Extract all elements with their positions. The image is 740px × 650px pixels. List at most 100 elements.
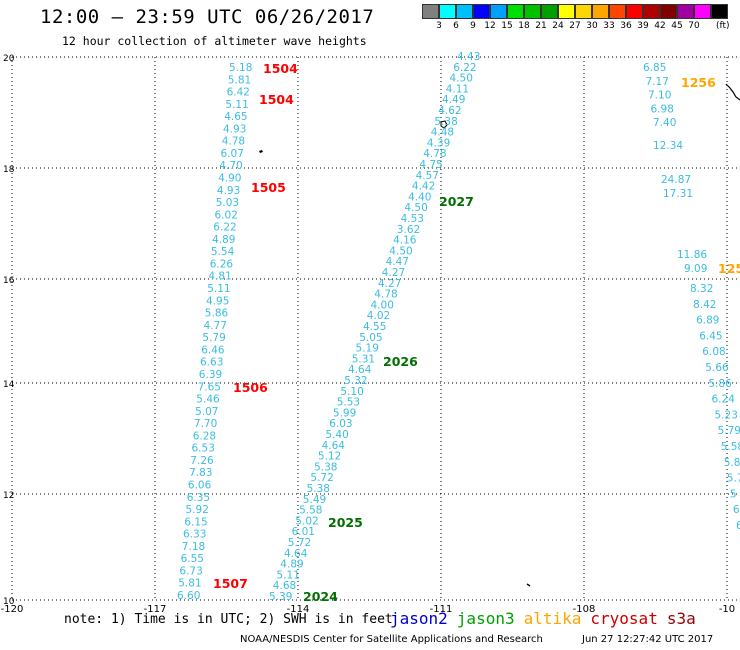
pass-number-label: 1256 bbox=[681, 75, 716, 90]
color-scale-swatch bbox=[439, 4, 456, 19]
coastline bbox=[259, 83, 740, 587]
swh-value: 6.22 bbox=[453, 62, 476, 74]
legend-item-jason3: jason3 bbox=[456, 609, 515, 628]
color-scale-swatch bbox=[609, 4, 626, 19]
latitude-label: 12 bbox=[3, 491, 14, 501]
swh-value: 5.58 bbox=[721, 441, 740, 453]
swh-value: 7.17 bbox=[646, 76, 669, 88]
swh-value: 6.89 bbox=[696, 315, 719, 327]
swh-value: 4.89 bbox=[280, 559, 303, 571]
color-scale-label: 21 bbox=[535, 21, 547, 31]
swh-value: 6.55 bbox=[181, 553, 204, 565]
color-scale-label: 15 bbox=[501, 21, 513, 31]
swh-value: 6.03 bbox=[329, 418, 352, 430]
color-scale-label: 33 bbox=[603, 21, 615, 31]
swh-value: 5.86 bbox=[205, 308, 229, 320]
swh-value: 4.39 bbox=[427, 137, 450, 149]
swh-value: 5.07 bbox=[195, 406, 218, 418]
swh-value: 7.10 bbox=[648, 90, 671, 102]
pass-number-label: 1504 bbox=[259, 92, 294, 107]
swh-value: 5.05 bbox=[359, 332, 382, 344]
island-shape bbox=[526, 583, 531, 587]
swh-value: 5.86 bbox=[708, 378, 732, 390]
swh-value: 6.01 bbox=[292, 526, 315, 538]
swh-value: 8.42 bbox=[693, 299, 716, 311]
swh-value-highlight: 17.31 bbox=[663, 188, 693, 200]
swh-value: 4.93 bbox=[223, 123, 246, 135]
color-scale-swatch bbox=[694, 4, 711, 19]
swh-value: 5.38 bbox=[314, 461, 337, 473]
swh-value: 5.10 bbox=[340, 386, 363, 398]
color-scale-swatch bbox=[626, 4, 643, 19]
swh-value: 3.62 bbox=[397, 224, 420, 236]
swh-value: 4.50 bbox=[389, 245, 412, 257]
swh-value: 4.40 bbox=[408, 191, 431, 203]
swh-value: 4.42 bbox=[412, 181, 435, 193]
swh-value: 5.81 bbox=[228, 74, 251, 86]
swh-value: 5.66 bbox=[705, 362, 729, 374]
swh-value: 5.72 bbox=[288, 537, 311, 549]
color-scale-label: 24 bbox=[552, 21, 564, 31]
swh-value: 4.50 bbox=[404, 202, 427, 214]
pass-number-label: 2024 bbox=[303, 589, 338, 604]
swh-value: 4.90 bbox=[218, 173, 241, 185]
swh-value: 5 bbox=[730, 488, 737, 500]
swh-value: 7.26 bbox=[190, 455, 214, 467]
swh-value: 4.27 bbox=[382, 267, 405, 279]
swh-value: 6.08 bbox=[702, 346, 725, 358]
swh-value: 4.78 bbox=[222, 136, 245, 148]
swh-value: 4.65 bbox=[224, 111, 247, 123]
swh-value: 8.32 bbox=[690, 283, 713, 295]
swh-value: 6.42 bbox=[227, 87, 250, 99]
swh-value: 5.99 bbox=[333, 407, 356, 419]
pass-number-label: 1505 bbox=[251, 180, 286, 195]
pass-number-label: 1507 bbox=[213, 576, 248, 591]
swh-value: 4.16 bbox=[393, 235, 417, 247]
color-scale-label: 70 bbox=[688, 21, 700, 31]
latitude-label: 10 bbox=[3, 597, 15, 607]
color-scale-swatch bbox=[456, 4, 473, 19]
color-scale-swatch bbox=[558, 4, 575, 19]
island-shape bbox=[440, 120, 448, 129]
swh-value: 6.45 bbox=[699, 330, 722, 342]
pass-number-label: 1504 bbox=[263, 61, 298, 76]
swh-value: 4.78 bbox=[374, 289, 397, 301]
swh-value: 4.77 bbox=[204, 320, 227, 332]
pass-number-label: 125 bbox=[718, 261, 740, 276]
swh-value: 5.54 bbox=[211, 246, 235, 258]
color-scale-swatch bbox=[541, 4, 558, 19]
swh-value-highlight: 12.34 bbox=[653, 140, 683, 152]
color-scale-label: 3 bbox=[436, 21, 442, 31]
swh-value: 4.68 bbox=[273, 580, 296, 592]
color-scale-swatch bbox=[592, 4, 609, 19]
swh-value: 4.11 bbox=[446, 83, 469, 95]
latitude-label: 20 bbox=[3, 54, 15, 64]
swh-value: 4.55 bbox=[363, 321, 386, 333]
swh-value: 5.02 bbox=[295, 515, 318, 527]
swh-value: 6.39 bbox=[199, 369, 222, 381]
swh-value: 4.02 bbox=[367, 310, 390, 322]
swh-value: 5.23 bbox=[715, 409, 738, 421]
swh-value: 4.49 bbox=[442, 94, 465, 106]
longitude-label: -10 bbox=[719, 604, 735, 615]
color-scale-swatch bbox=[473, 4, 490, 19]
swh-value: 6.53 bbox=[192, 443, 215, 455]
longitude-label: -108 bbox=[573, 604, 596, 615]
color-scale-swatch bbox=[660, 4, 677, 19]
swh-value: 5.38 bbox=[307, 483, 330, 495]
swh-value: 4.70 bbox=[219, 160, 242, 172]
map-subtitle: 12 hour collection of altimeter wave hei… bbox=[62, 34, 367, 48]
swh-value: 6 bbox=[736, 520, 740, 532]
swh-value-highlight: 24.87 bbox=[661, 174, 691, 186]
swh-value: 5.38 bbox=[434, 116, 457, 128]
color-scale-swatch bbox=[507, 4, 524, 19]
swh-value: 4.95 bbox=[206, 295, 229, 307]
swh-value: 4.57 bbox=[416, 170, 439, 182]
swh-value: 5.40 bbox=[325, 429, 348, 441]
swh-value: 6 bbox=[733, 504, 740, 516]
swh-value: 7.18 bbox=[182, 541, 205, 553]
color-scale-label: 12 bbox=[484, 21, 496, 31]
swh-value: 7.65 bbox=[198, 381, 221, 393]
swh-value: 5.79 bbox=[202, 332, 225, 344]
